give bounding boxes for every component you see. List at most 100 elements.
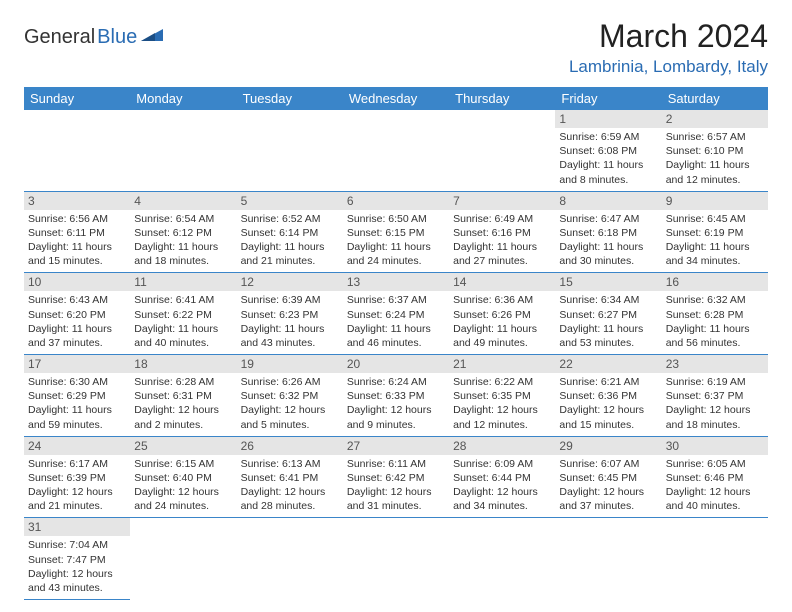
day-number: 23 — [662, 355, 768, 373]
day-number: 27 — [343, 437, 449, 455]
day-number: 21 — [449, 355, 555, 373]
day-header: Saturday — [662, 87, 768, 110]
day-details: Sunrise: 6:11 AMSunset: 6:42 PMDaylight:… — [343, 455, 449, 518]
day-number: 16 — [662, 273, 768, 291]
calendar-cell: 28Sunrise: 6:09 AMSunset: 6:44 PMDayligh… — [449, 436, 555, 518]
calendar-cell — [130, 110, 236, 191]
day-number: 17 — [24, 355, 130, 373]
calendar-cell: 20Sunrise: 6:24 AMSunset: 6:33 PMDayligh… — [343, 355, 449, 437]
calendar-cell: 15Sunrise: 6:34 AMSunset: 6:27 PMDayligh… — [555, 273, 661, 355]
day-header: Friday — [555, 87, 661, 110]
day-details: Sunrise: 6:49 AMSunset: 6:16 PMDaylight:… — [449, 210, 555, 273]
day-number: 18 — [130, 355, 236, 373]
day-details: Sunrise: 6:36 AMSunset: 6:26 PMDaylight:… — [449, 291, 555, 354]
header: GeneralBlue March 2024 Lambrinia, Lombar… — [24, 18, 768, 77]
calendar-cell: 9Sunrise: 6:45 AMSunset: 6:19 PMDaylight… — [662, 191, 768, 273]
day-number: 5 — [237, 192, 343, 210]
location: Lambrinia, Lombardy, Italy — [569, 57, 768, 77]
day-number: 30 — [662, 437, 768, 455]
calendar-cell — [130, 518, 236, 600]
day-details: Sunrise: 6:15 AMSunset: 6:40 PMDaylight:… — [130, 455, 236, 518]
calendar-row: 10Sunrise: 6:43 AMSunset: 6:20 PMDayligh… — [24, 273, 768, 355]
calendar-row: 3Sunrise: 6:56 AMSunset: 6:11 PMDaylight… — [24, 191, 768, 273]
day-header: Tuesday — [237, 87, 343, 110]
day-details: Sunrise: 6:41 AMSunset: 6:22 PMDaylight:… — [130, 291, 236, 354]
day-details: Sunrise: 6:54 AMSunset: 6:12 PMDaylight:… — [130, 210, 236, 273]
day-number: 1 — [555, 110, 661, 128]
day-number: 19 — [237, 355, 343, 373]
day-number: 10 — [24, 273, 130, 291]
day-number: 20 — [343, 355, 449, 373]
calendar-cell — [555, 518, 661, 600]
calendar-cell: 31Sunrise: 7:04 AMSunset: 7:47 PMDayligh… — [24, 518, 130, 600]
day-number: 8 — [555, 192, 661, 210]
calendar-cell: 26Sunrise: 6:13 AMSunset: 6:41 PMDayligh… — [237, 436, 343, 518]
calendar-cell: 5Sunrise: 6:52 AMSunset: 6:14 PMDaylight… — [237, 191, 343, 273]
day-details: Sunrise: 6:50 AMSunset: 6:15 PMDaylight:… — [343, 210, 449, 273]
calendar-body: 1Sunrise: 6:59 AMSunset: 6:08 PMDaylight… — [24, 110, 768, 600]
calendar-cell: 10Sunrise: 6:43 AMSunset: 6:20 PMDayligh… — [24, 273, 130, 355]
day-number: 12 — [237, 273, 343, 291]
day-details: Sunrise: 6:22 AMSunset: 6:35 PMDaylight:… — [449, 373, 555, 436]
calendar: SundayMondayTuesdayWednesdayThursdayFrid… — [24, 87, 768, 600]
day-number: 24 — [24, 437, 130, 455]
calendar-cell: 3Sunrise: 6:56 AMSunset: 6:11 PMDaylight… — [24, 191, 130, 273]
day-details: Sunrise: 6:39 AMSunset: 6:23 PMDaylight:… — [237, 291, 343, 354]
calendar-cell: 6Sunrise: 6:50 AMSunset: 6:15 PMDaylight… — [343, 191, 449, 273]
calendar-cell — [24, 110, 130, 191]
calendar-cell: 21Sunrise: 6:22 AMSunset: 6:35 PMDayligh… — [449, 355, 555, 437]
day-details: Sunrise: 6:19 AMSunset: 6:37 PMDaylight:… — [662, 373, 768, 436]
calendar-cell: 8Sunrise: 6:47 AMSunset: 6:18 PMDaylight… — [555, 191, 661, 273]
day-details: Sunrise: 6:30 AMSunset: 6:29 PMDaylight:… — [24, 373, 130, 436]
calendar-cell: 29Sunrise: 6:07 AMSunset: 6:45 PMDayligh… — [555, 436, 661, 518]
calendar-row: 17Sunrise: 6:30 AMSunset: 6:29 PMDayligh… — [24, 355, 768, 437]
calendar-cell — [449, 110, 555, 191]
day-details: Sunrise: 6:07 AMSunset: 6:45 PMDaylight:… — [555, 455, 661, 518]
day-details: Sunrise: 6:28 AMSunset: 6:31 PMDaylight:… — [130, 373, 236, 436]
day-number: 28 — [449, 437, 555, 455]
day-number: 2 — [662, 110, 768, 128]
day-number: 3 — [24, 192, 130, 210]
calendar-cell: 27Sunrise: 6:11 AMSunset: 6:42 PMDayligh… — [343, 436, 449, 518]
day-details: Sunrise: 6:57 AMSunset: 6:10 PMDaylight:… — [662, 128, 768, 191]
calendar-cell: 4Sunrise: 6:54 AMSunset: 6:12 PMDaylight… — [130, 191, 236, 273]
day-number: 15 — [555, 273, 661, 291]
day-number: 6 — [343, 192, 449, 210]
day-details: Sunrise: 6:52 AMSunset: 6:14 PMDaylight:… — [237, 210, 343, 273]
day-details: Sunrise: 6:26 AMSunset: 6:32 PMDaylight:… — [237, 373, 343, 436]
calendar-cell: 25Sunrise: 6:15 AMSunset: 6:40 PMDayligh… — [130, 436, 236, 518]
calendar-row: 24Sunrise: 6:17 AMSunset: 6:39 PMDayligh… — [24, 436, 768, 518]
day-number: 31 — [24, 518, 130, 536]
day-header: Wednesday — [343, 87, 449, 110]
day-number: 29 — [555, 437, 661, 455]
day-details: Sunrise: 6:05 AMSunset: 6:46 PMDaylight:… — [662, 455, 768, 518]
calendar-cell — [237, 110, 343, 191]
day-details: Sunrise: 6:47 AMSunset: 6:18 PMDaylight:… — [555, 210, 661, 273]
calendar-row: 31Sunrise: 7:04 AMSunset: 7:47 PMDayligh… — [24, 518, 768, 600]
calendar-cell — [343, 518, 449, 600]
day-header: Sunday — [24, 87, 130, 110]
calendar-cell: 2Sunrise: 6:57 AMSunset: 6:10 PMDaylight… — [662, 110, 768, 191]
calendar-cell: 14Sunrise: 6:36 AMSunset: 6:26 PMDayligh… — [449, 273, 555, 355]
calendar-cell: 7Sunrise: 6:49 AMSunset: 6:16 PMDaylight… — [449, 191, 555, 273]
logo-main: General — [24, 26, 95, 49]
day-number: 7 — [449, 192, 555, 210]
calendar-cell: 13Sunrise: 6:37 AMSunset: 6:24 PMDayligh… — [343, 273, 449, 355]
calendar-cell: 1Sunrise: 6:59 AMSunset: 6:08 PMDaylight… — [555, 110, 661, 191]
day-number: 9 — [662, 192, 768, 210]
day-details: Sunrise: 6:09 AMSunset: 6:44 PMDaylight:… — [449, 455, 555, 518]
day-number: 4 — [130, 192, 236, 210]
logo: GeneralBlue — [24, 18, 163, 49]
calendar-cell: 16Sunrise: 6:32 AMSunset: 6:28 PMDayligh… — [662, 273, 768, 355]
day-header-row: SundayMondayTuesdayWednesdayThursdayFrid… — [24, 87, 768, 110]
flag-icon — [141, 27, 163, 48]
calendar-cell — [662, 518, 768, 600]
day-details: Sunrise: 6:13 AMSunset: 6:41 PMDaylight:… — [237, 455, 343, 518]
day-header: Monday — [130, 87, 236, 110]
calendar-cell: 23Sunrise: 6:19 AMSunset: 6:37 PMDayligh… — [662, 355, 768, 437]
calendar-cell — [449, 518, 555, 600]
day-number: 26 — [237, 437, 343, 455]
calendar-cell — [343, 110, 449, 191]
day-details: Sunrise: 6:56 AMSunset: 6:11 PMDaylight:… — [24, 210, 130, 273]
logo-sub: Blue — [97, 26, 137, 49]
